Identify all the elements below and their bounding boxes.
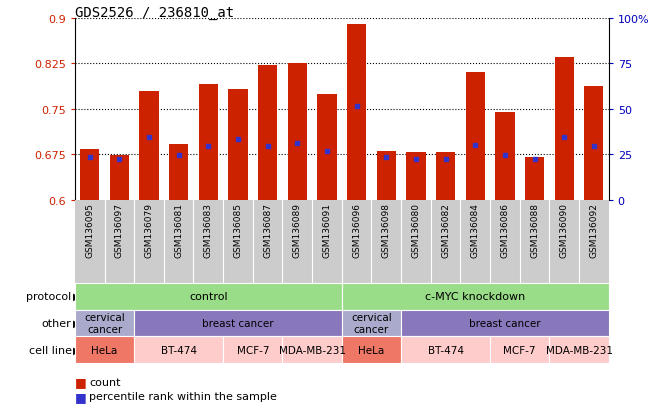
Text: GSM136098: GSM136098: [381, 203, 391, 258]
Bar: [555, 58, 574, 200]
Bar: [465, 73, 485, 200]
Text: cervical
cancer: cervical cancer: [351, 312, 392, 334]
Text: GSM136084: GSM136084: [471, 203, 480, 258]
Text: ▶: ▶: [73, 345, 81, 355]
Bar: [199, 85, 218, 200]
Text: BT-474: BT-474: [428, 345, 464, 355]
Text: cell line: cell line: [29, 345, 72, 355]
Bar: [75, 200, 609, 283]
Text: GSM136091: GSM136091: [322, 203, 331, 258]
Text: GSM136089: GSM136089: [293, 203, 302, 258]
Bar: [347, 25, 367, 200]
Text: MDA-MB-231: MDA-MB-231: [546, 345, 613, 355]
Text: GSM136080: GSM136080: [411, 203, 421, 258]
Text: ▶: ▶: [73, 318, 81, 328]
Text: GSM136087: GSM136087: [263, 203, 272, 258]
Bar: [169, 145, 188, 200]
Text: GSM136082: GSM136082: [441, 203, 450, 258]
Bar: [525, 158, 544, 200]
Bar: [229, 90, 247, 200]
Bar: [110, 155, 129, 200]
Bar: [80, 150, 100, 200]
Text: GSM136079: GSM136079: [145, 203, 154, 258]
Text: MCF-7: MCF-7: [236, 345, 269, 355]
Text: cervical
cancer: cervical cancer: [84, 312, 125, 334]
Text: ■: ■: [75, 375, 87, 389]
Bar: [377, 152, 396, 200]
Text: GSM136083: GSM136083: [204, 203, 213, 258]
Bar: [406, 152, 426, 200]
Text: breast cancer: breast cancer: [202, 318, 274, 328]
Bar: [436, 152, 455, 200]
Bar: [495, 112, 514, 200]
Text: count: count: [89, 377, 120, 387]
Text: breast cancer: breast cancer: [469, 318, 541, 328]
Text: GSM136095: GSM136095: [85, 203, 94, 258]
Bar: [139, 92, 159, 200]
Text: GDS2526 / 236810_at: GDS2526 / 236810_at: [75, 6, 234, 20]
Text: ▶: ▶: [73, 291, 81, 301]
Text: GSM136092: GSM136092: [589, 203, 598, 258]
Text: c-MYC knockdown: c-MYC knockdown: [425, 291, 525, 301]
Text: control: control: [189, 291, 228, 301]
Bar: [258, 66, 277, 200]
Text: GSM136086: GSM136086: [501, 203, 509, 258]
Text: HeLa: HeLa: [358, 345, 385, 355]
Text: HeLa: HeLa: [91, 345, 118, 355]
Text: GSM136097: GSM136097: [115, 203, 124, 258]
Text: GSM136088: GSM136088: [530, 203, 539, 258]
Text: protocol: protocol: [26, 291, 72, 301]
Text: GSM136090: GSM136090: [560, 203, 569, 258]
Text: MCF-7: MCF-7: [503, 345, 536, 355]
Text: MDA-MB-231: MDA-MB-231: [279, 345, 346, 355]
Bar: [584, 87, 603, 200]
Text: ■: ■: [75, 390, 87, 403]
Text: GSM136096: GSM136096: [352, 203, 361, 258]
Bar: [288, 64, 307, 200]
Text: BT-474: BT-474: [161, 345, 197, 355]
Text: other: other: [42, 318, 72, 328]
Text: percentile rank within the sample: percentile rank within the sample: [89, 392, 277, 401]
Text: GSM136081: GSM136081: [174, 203, 183, 258]
Text: GSM136085: GSM136085: [234, 203, 242, 258]
Bar: [317, 94, 337, 200]
